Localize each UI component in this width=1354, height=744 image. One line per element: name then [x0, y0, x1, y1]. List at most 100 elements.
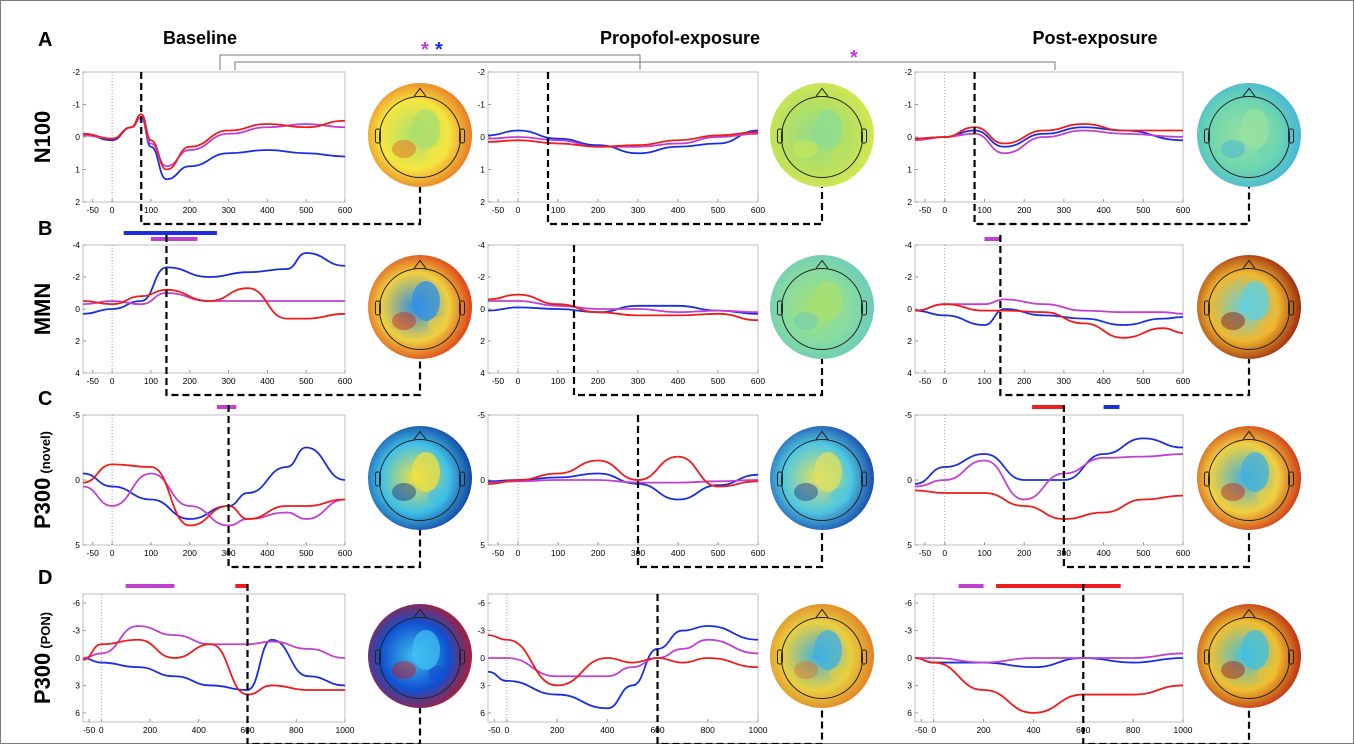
- topomap-blob: [392, 140, 416, 158]
- topomap: [1197, 255, 1301, 359]
- topomap-blob: [428, 488, 448, 504]
- x-tick-label: -50: [87, 548, 100, 558]
- x-tick-label: 400: [1096, 205, 1110, 215]
- nose-outline: [413, 608, 427, 618]
- series-line-red: [487, 131, 759, 148]
- y-tick-label: 0: [907, 653, 912, 663]
- x-tick-label: 400: [260, 548, 274, 558]
- latency-marker: [999, 235, 1251, 397]
- x-tick-label: 200: [591, 548, 605, 558]
- left-ear-outline: [374, 300, 381, 316]
- row-letter: C: [38, 388, 52, 410]
- topomap-blob: [830, 666, 850, 682]
- x-tick-label: 400: [260, 205, 274, 215]
- series-line-red: [82, 287, 346, 320]
- y-tick-label: 4: [907, 368, 912, 378]
- topomap-blob: [830, 317, 850, 333]
- y-tick-label: 2: [907, 336, 912, 346]
- y-tick-label: -4: [72, 240, 80, 250]
- series-line-red: [487, 634, 759, 687]
- x-tick-label: 0: [931, 725, 936, 735]
- row-labels: A N100 B MMN C P300(novel) D P300(PON): [30, 29, 55, 704]
- x-tick-label: 0: [99, 725, 104, 735]
- right-ear-outline: [1288, 471, 1295, 487]
- x-tick-label: -50: [87, 205, 100, 215]
- series-line-red: [82, 113, 346, 171]
- latency-marker: [227, 405, 422, 569]
- x-tick-label: 100: [144, 376, 158, 386]
- x-tick-label: 300: [221, 205, 235, 215]
- y-tick-label: 6: [75, 708, 80, 718]
- latency-marker: [1062, 405, 1251, 569]
- x-tick-label: 100: [977, 205, 991, 215]
- axes-frame: [82, 244, 346, 374]
- topomap: [770, 426, 874, 530]
- left-ear-outline: [776, 300, 783, 316]
- left-ear-outline: [1203, 471, 1210, 487]
- x-tick-label: 200: [183, 205, 197, 215]
- topomap: [1197, 83, 1301, 187]
- right-ear-outline: [459, 300, 466, 316]
- row-letter: B: [38, 218, 52, 240]
- x-tick-label: 200: [591, 376, 605, 386]
- topomap-blob: [1221, 312, 1245, 330]
- x-tick-label: -50: [492, 376, 505, 386]
- x-tick-label: 100: [551, 376, 565, 386]
- erp-panel: -50 0 100 200 300 400 500 600 -4 -2 0 2 4: [72, 231, 472, 397]
- series-line-red: [82, 638, 345, 696]
- x-tick-label: 1000: [1174, 725, 1193, 735]
- topomap-blob: [794, 312, 818, 330]
- axes-frame: [82, 71, 346, 203]
- y-tick-label: -1: [477, 100, 485, 110]
- erp-panel: -50 0 100 200 300 400 500 600 -2 -1 0 1 2: [72, 67, 472, 226]
- x-tick-label: 0: [942, 376, 947, 386]
- head-outline: [1207, 267, 1291, 351]
- y-tick-label: -1: [72, 100, 80, 110]
- x-tick-label: 500: [711, 376, 725, 386]
- head-outline: [780, 95, 864, 179]
- y-tick-label: 0: [75, 132, 80, 142]
- topomap-blob: [412, 281, 440, 321]
- x-tick-label: 0: [110, 548, 115, 558]
- right-ear-outline: [861, 471, 868, 487]
- topomap-blob: [814, 452, 842, 492]
- axes-frame: [82, 414, 346, 546]
- y-tick-label: -2: [904, 272, 912, 282]
- latency-marker: [973, 72, 1251, 226]
- x-tick-label: -50: [492, 205, 505, 215]
- y-tick-label: -4: [904, 240, 912, 250]
- right-ear-outline: [459, 128, 466, 144]
- topomap-blob: [392, 661, 416, 679]
- nose-outline: [815, 430, 829, 440]
- x-tick-label: -50: [83, 725, 96, 735]
- x-tick-label: 0: [110, 205, 115, 215]
- topomap: [770, 255, 874, 359]
- erp-panel: -50 0 100 200 300 400 500 600 -2 -1 0 1 2: [904, 67, 1301, 226]
- series-line-blue: [487, 625, 759, 710]
- y-tick-label: 5: [480, 540, 485, 550]
- nose-outline: [1242, 87, 1256, 97]
- topomap-blob: [794, 661, 818, 679]
- left-ear-outline: [776, 471, 783, 487]
- x-tick-label: 1000: [336, 725, 355, 735]
- latency-marker: [546, 72, 824, 226]
- topomap-blob: [1221, 483, 1245, 501]
- y-tick-label: 0: [75, 475, 80, 485]
- nose-outline: [413, 259, 427, 269]
- head-outline: [1207, 95, 1291, 179]
- x-tick-label: 600: [1176, 376, 1190, 386]
- erp-panel: -50 0 100 200 300 400 500 600-505: [477, 410, 874, 569]
- y-tick-label: 5: [907, 540, 912, 550]
- head-outline: [378, 267, 462, 351]
- y-tick-label: -5: [477, 410, 485, 420]
- y-tick-label: -2: [477, 67, 485, 77]
- x-tick-label: -50: [919, 205, 932, 215]
- y-tick-label: -6: [477, 598, 485, 608]
- y-tick-label: 0: [480, 475, 485, 485]
- x-tick-label: 400: [671, 376, 685, 386]
- series-line-red: [914, 123, 1183, 145]
- row-letter: A: [38, 29, 52, 51]
